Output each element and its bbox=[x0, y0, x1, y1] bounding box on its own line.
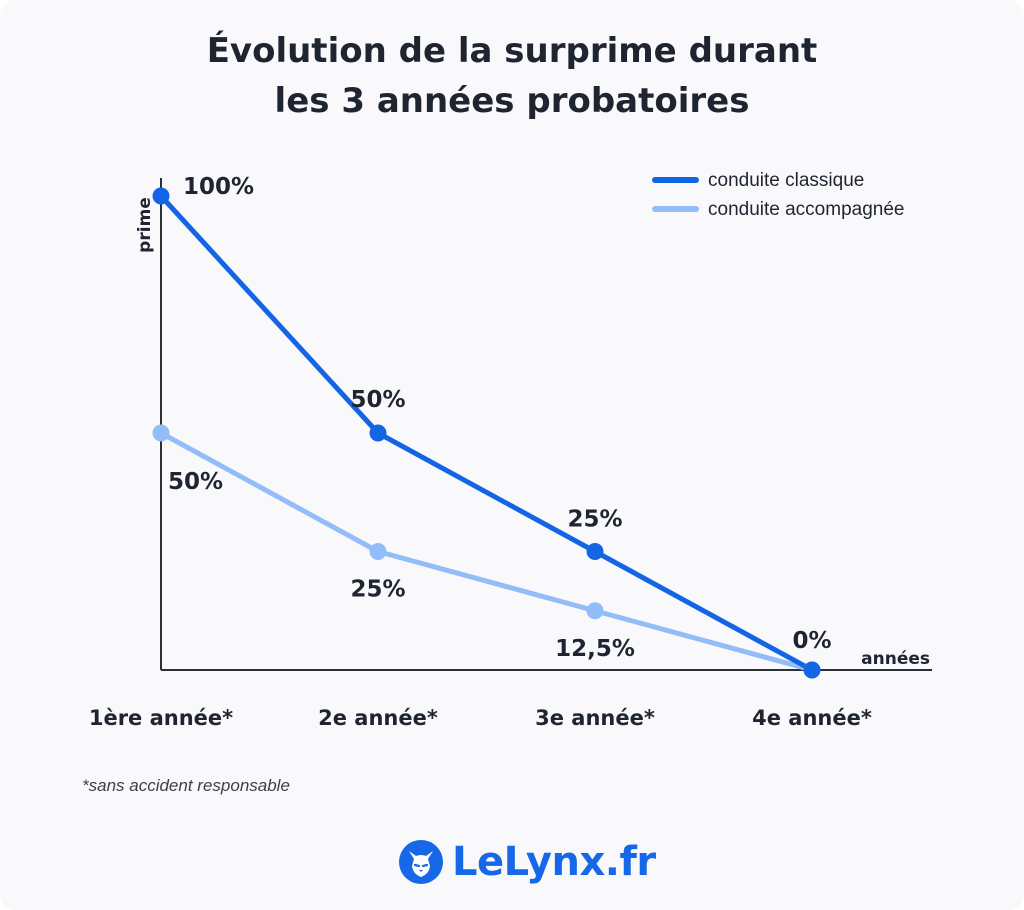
series-line-classique bbox=[158, 193, 815, 673]
chart-title-line-1: Évolution de la surprime durant bbox=[206, 31, 818, 71]
logo-text: LeLynx.fr bbox=[452, 839, 656, 885]
data-label-classique: 100% bbox=[183, 174, 254, 200]
data-label-accompagnee: 12,5% bbox=[555, 636, 635, 662]
line-chart: prime années 1ère année* 2e année* 3e année*… bbox=[89, 170, 932, 730]
x-axis-label: années bbox=[861, 649, 930, 669]
x-tick-label: 1ère année* bbox=[89, 706, 233, 730]
data-point-accompagnee bbox=[369, 543, 387, 560]
data-label-classique: 50% bbox=[350, 387, 405, 413]
footnote: *sans accident responsable bbox=[82, 776, 290, 795]
brand-logo[interactable]: LeLynx.fr bbox=[398, 832, 656, 892]
lynx-icon bbox=[399, 840, 443, 884]
data-point-classique bbox=[152, 187, 170, 205]
legend-label-accompagnee: conduite accompagnée bbox=[708, 199, 904, 220]
data-point-accompagnee bbox=[152, 424, 170, 442]
y-axis-label: prime bbox=[135, 197, 155, 253]
data-label-accompagnee: 25% bbox=[350, 577, 405, 603]
data-label-classique: 0% bbox=[792, 628, 831, 654]
chart-title: Évolution de la surprime durant les 3 an… bbox=[0, 26, 1024, 126]
series-line-accompagnee bbox=[158, 430, 815, 673]
data-point-accompagnee bbox=[586, 602, 604, 620]
data-point-classique bbox=[803, 661, 821, 679]
chart-title-line-2: les 3 années probatoires bbox=[274, 81, 750, 121]
data-point-classique bbox=[369, 424, 387, 442]
data-label-accompagnee: 50% bbox=[168, 469, 223, 495]
x-tick-label: 3e année* bbox=[535, 706, 655, 730]
data-label-classique: 25% bbox=[567, 507, 622, 533]
x-tick-label: 2e année* bbox=[318, 706, 438, 730]
legend-label-classique: conduite classique bbox=[708, 170, 864, 191]
data-point-classique bbox=[586, 543, 604, 560]
x-tick-label: 4e année* bbox=[752, 706, 872, 730]
